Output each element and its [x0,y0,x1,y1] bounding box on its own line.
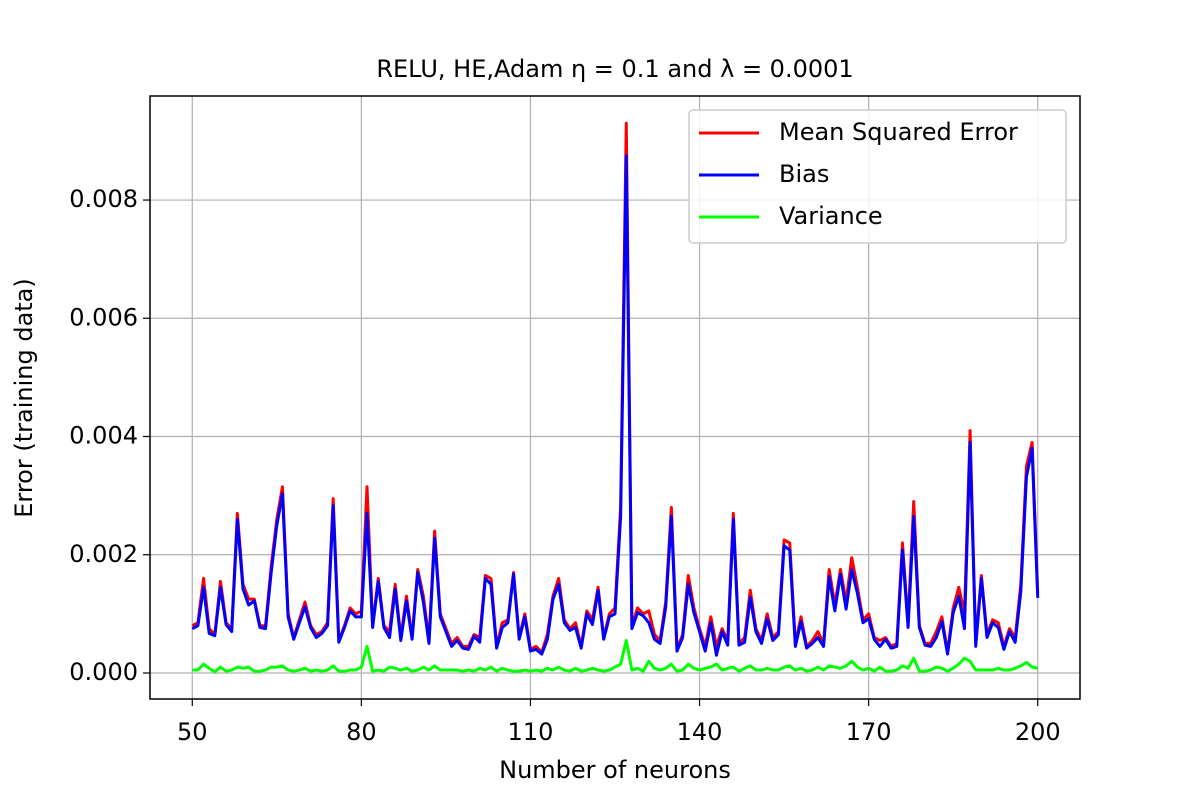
y-tick-label: 0.004 [69,422,138,450]
x-tick-label: 80 [346,718,377,746]
legend-label: Variance [779,202,883,230]
y-tick-label: 0.002 [69,540,138,568]
chart-title: RELU, HE,Adam η = 0.1 and λ = 0.0001 [376,55,853,83]
series-line [192,638,1039,674]
x-tick-label: 200 [1015,718,1061,746]
series-line [191,154,1040,657]
x-tick-label: 50 [177,718,208,746]
legend-box [688,109,1067,244]
x-tick-label: 110 [508,718,554,746]
legend-label: Mean Squared Error [779,118,1018,146]
y-tick-label: 0.006 [69,303,138,331]
y-tick-label: 0.008 [69,185,138,213]
plot-frame [149,95,1081,700]
legend-label: Bias [779,160,829,188]
y-axis-label: Error (training data) [10,278,38,518]
y-tick-label: 0.000 [69,658,138,686]
x-tick-label: 140 [677,718,723,746]
x-tick-label: 170 [846,718,892,746]
x-axis-label: Number of neurons [499,756,731,784]
